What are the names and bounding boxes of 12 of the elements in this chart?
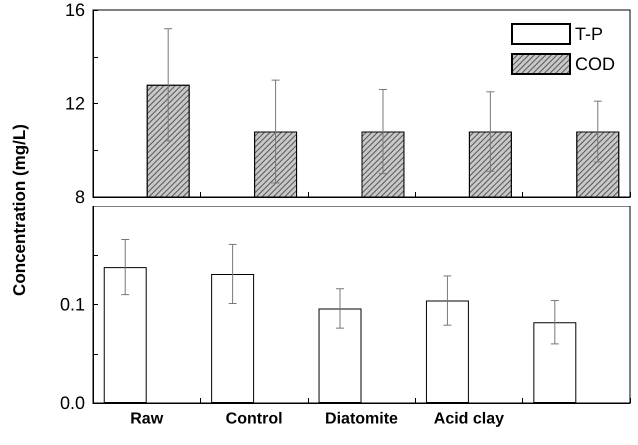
x-tick-label: Diatomite [325,410,398,428]
y-tick-label: 16 [64,0,85,20]
y-tick-label: 0.1 [60,294,85,314]
x-tick-label: Acid clay [434,410,504,428]
x-tick-label: Control [226,410,283,428]
y-tick-label: 8 [74,187,85,207]
legend-label: T-P [575,24,604,44]
legend-label: COD [575,54,615,74]
y-axis-title: Concentration (mg/L) [10,124,30,296]
y-tick-label: 12 [64,94,85,114]
y-tick-label: 0.0 [60,393,85,413]
x-tick-label: Raw [130,410,164,428]
